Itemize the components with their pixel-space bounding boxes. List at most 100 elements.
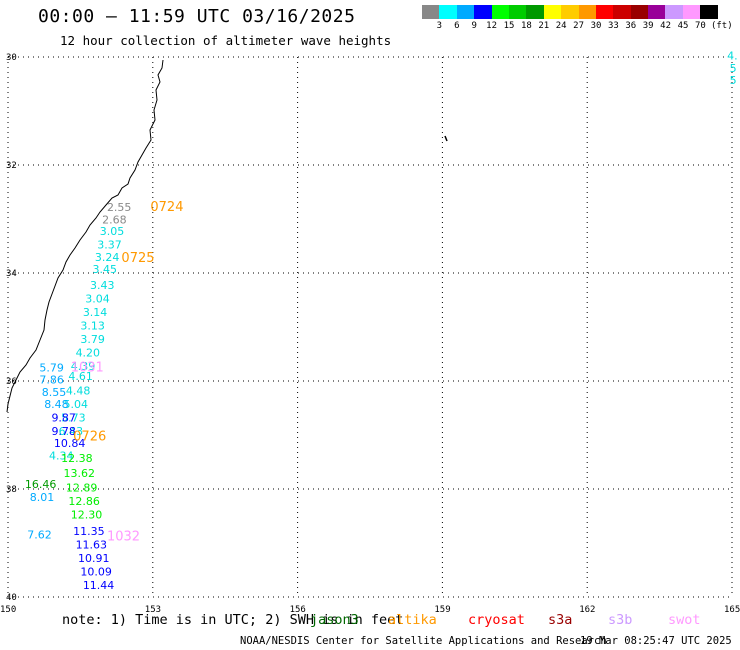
legend-label: 36 (625, 21, 637, 31)
longitude-label: 159 (434, 605, 450, 615)
legend-label: 30 (590, 21, 602, 31)
island-mark (444, 135, 448, 142)
color-legend (422, 5, 718, 19)
legend-swatch (578, 5, 596, 19)
wave-height-value: 2.55 (107, 201, 131, 214)
legend-swatch (526, 5, 544, 19)
wave-height-value: 11.35 (73, 525, 105, 538)
wave-height-value: 8.48 (44, 398, 68, 411)
wave-height-value: 4.48 (66, 385, 91, 398)
wave-height-value: 5.79 (39, 361, 64, 374)
wave-height-value: 6.43 (59, 425, 84, 438)
legend-swatch (682, 5, 701, 19)
wave-height-value: 12.89 (66, 482, 98, 495)
footer-note: note: 1) Time is in UTC; 2) SWH is in fe… (62, 612, 404, 628)
legend-label: 3 (436, 21, 443, 31)
wave-height-value: 3.04 (85, 293, 110, 306)
longitude-label: 150 (0, 605, 16, 615)
legend-label: 6 (454, 21, 460, 31)
longitude-labels: 150 153 156 159 162 165 (0, 605, 740, 615)
color-legend-labels: 3 6 9 12 15 18 21 24 27 30 33 36 39 42 45 70 (ft) (422, 21, 740, 33)
latitude-label: 38 (6, 485, 17, 495)
legend-swatch (561, 5, 579, 19)
wave-height-value: 12.38 (61, 452, 93, 465)
legend-swatch (630, 5, 649, 19)
map-subtitle: 12 hour collection of altimeter wave hei… (60, 33, 392, 48)
credit-timestamp: 19 Mar 08:25:47 UTC 2025 (580, 635, 732, 647)
legend-label: 39 (642, 21, 654, 31)
wave-height-value: 8.01 (30, 491, 55, 504)
legend-swatch (456, 5, 475, 19)
wave-height-value: 12.86 (68, 495, 100, 508)
wave-height-value: 3.79 (80, 333, 105, 346)
coastline (6, 59, 164, 413)
map-title: 00:00 — 11:59 UTC 03/16/2025 (38, 6, 356, 27)
satellite-cryosat: cryosat (468, 612, 525, 628)
wave-height-value: 3.43 (90, 279, 115, 292)
legend-swatch (648, 5, 666, 19)
data-points: 2.552.683.053.373.243.45 3.433.043.143.13… (25, 50, 738, 592)
wave-height-value: 5 (730, 62, 737, 75)
legend-label: 12 (486, 21, 498, 31)
legend-label: 18 (520, 21, 532, 31)
wave-height-value: 10.84 (54, 437, 86, 450)
legend-label: 42 (660, 21, 672, 31)
legend-swatch (543, 5, 562, 19)
satellite-altika: altika (388, 612, 437, 628)
satellite-swot: swot (668, 612, 701, 628)
pass-time-label: 0724 (150, 200, 183, 215)
wave-height-value: 11.44 (83, 579, 115, 592)
satellite-jason3: jason3 (310, 612, 359, 628)
wave-height-value: 4.39 (71, 360, 96, 373)
legend-label: 33 (607, 21, 619, 31)
wave-height-value: 9.87 (51, 412, 76, 425)
latitude-label: 40 (6, 593, 17, 603)
latitude-label: 32 (6, 161, 17, 171)
pass-time-labels: 0724 0725 1031 0726 1032 (71, 200, 184, 544)
longitude-label: 156 (290, 605, 306, 615)
legend-swatch (422, 5, 440, 19)
wave-height-value: 2.68 (102, 213, 127, 226)
wave-height-value: 3.14 (83, 306, 108, 319)
legend-label: 45 (677, 21, 689, 31)
legend-label: 24 (555, 21, 567, 31)
latitude-label: 34 (6, 269, 17, 279)
wave-height-value: 9.78 (51, 425, 76, 438)
longitude-label: 153 (145, 605, 161, 615)
wave-height-value: 5 (730, 74, 737, 87)
legend-label: 27 (573, 21, 585, 31)
pass-time-label: 1031 (71, 360, 104, 375)
legend-swatch (439, 5, 457, 19)
legend-label: (ft) (710, 21, 733, 31)
latitude-label: 30 (6, 53, 17, 63)
satellite-s3b: s3b (608, 612, 633, 628)
pass-time-label: 0726 (73, 429, 106, 444)
wave-height-value: 10.09 (80, 565, 112, 578)
legend-swatch (474, 5, 492, 19)
longitude-label: 165 (724, 605, 740, 615)
map-grid (7, 56, 733, 598)
legend-label: 21 (538, 21, 550, 31)
latitude-label: 36 (6, 377, 17, 387)
wave-height-value: 7.86 (39, 374, 64, 387)
legend-label: 9 (471, 21, 477, 31)
legend-swatch (491, 5, 509, 19)
longitude-label: 162 (579, 605, 595, 615)
wave-height-value: 3.45 (92, 263, 117, 276)
pass-time-label: 0725 (121, 251, 154, 266)
wave-height-value: 4.34 (49, 449, 74, 462)
wave-height-value: 4. (727, 50, 738, 63)
wave-height-value: 13.62 (64, 467, 96, 480)
legend-label: 15 (503, 21, 515, 31)
satellite-s3a: s3a (548, 612, 573, 628)
legend-swatch (700, 5, 718, 19)
legend-swatch (613, 5, 631, 19)
legend-label: 70 (694, 21, 706, 31)
wave-height-value: 10.91 (78, 552, 110, 565)
wave-height-value: 16.46 (25, 478, 57, 491)
wave-height-value: 3.05 (100, 225, 125, 238)
wave-height-value: 5.04 (64, 398, 89, 411)
wave-height-value: 3.37 (97, 239, 122, 252)
wave-height-value: 3.24 (95, 251, 120, 264)
legend-swatch (508, 5, 527, 19)
